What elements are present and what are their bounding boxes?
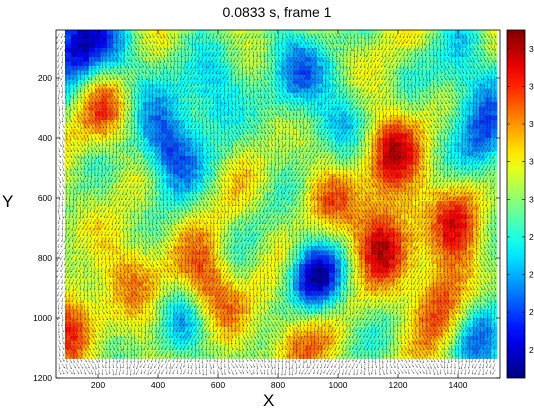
x-tick-label: 1200 [389, 380, 408, 390]
y-tick-label: 200 [38, 73, 52, 83]
x-tick-label: 1400 [449, 380, 468, 390]
heatmap-field [65, 30, 497, 359]
y-tick-label: 600 [38, 193, 52, 203]
y-tick-label: 1000 [33, 313, 52, 323]
colorbar-tick-label: 32 [529, 157, 534, 167]
x-tick-label: 800 [271, 380, 285, 390]
colorbar-tick-label: 22 [529, 345, 534, 355]
x-tick-label: 200 [91, 380, 105, 390]
y-tick-label: 1200 [33, 373, 52, 383]
y-tick-label: 400 [38, 133, 52, 143]
y-tick-label: 800 [38, 253, 52, 263]
colorbar-tick-label: 34 [529, 119, 534, 129]
x-tick-label: 400 [151, 380, 165, 390]
colorbar [507, 30, 525, 378]
x-tick-label: 1000 [329, 380, 348, 390]
colorbar-tick-label: 30 [529, 194, 534, 204]
colorbar-tick-label: 28 [529, 232, 534, 242]
colorbar-tick-label: 36 [529, 81, 534, 91]
colorbar-tick-label: 38 [529, 44, 534, 54]
colorbar-tick-label: 24 [529, 307, 534, 317]
colorbar-tick-label: 26 [529, 270, 534, 280]
x-tick-label: 600 [211, 380, 225, 390]
